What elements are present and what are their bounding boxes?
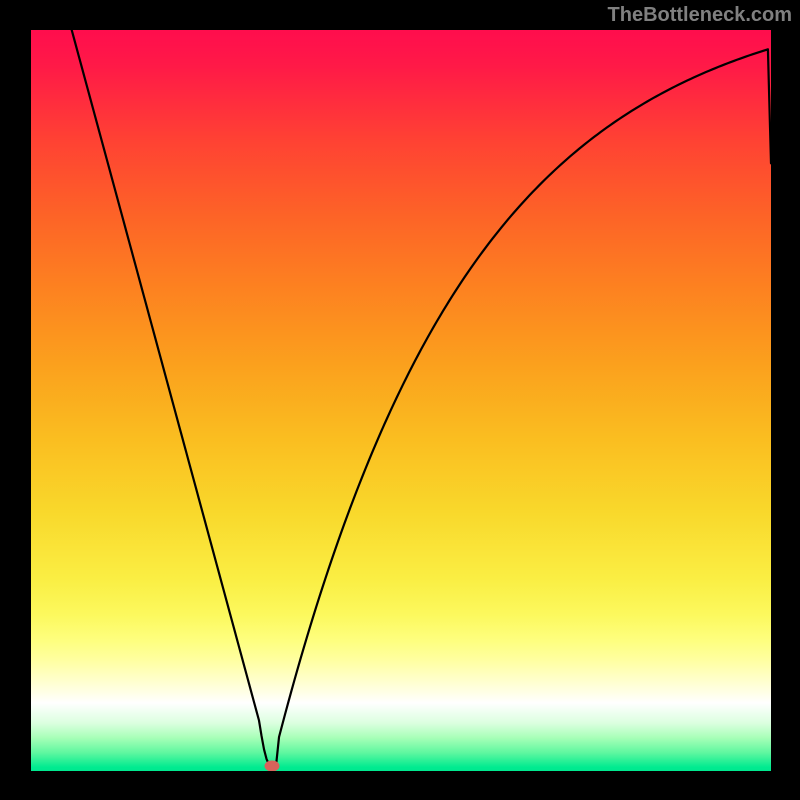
watermark-text: TheBottleneck.com (608, 4, 792, 27)
plot-area (31, 30, 771, 771)
background-gradient (31, 30, 771, 771)
chart-container: TheBottleneck.com (0, 0, 800, 800)
minimum-marker (264, 760, 279, 771)
